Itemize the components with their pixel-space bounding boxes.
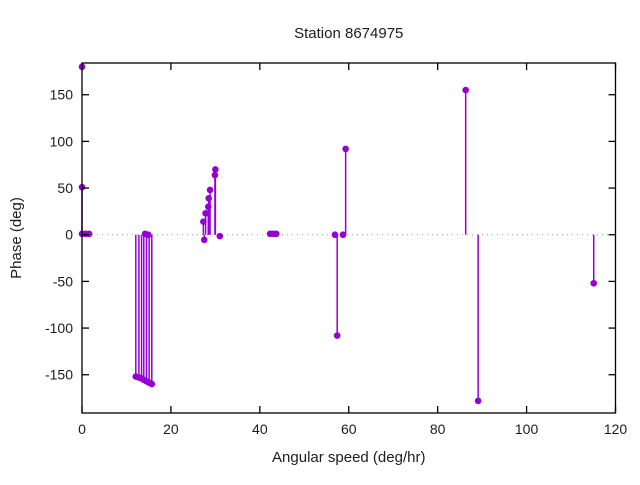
y-tick-label: 0 xyxy=(65,227,73,243)
axis-ticks-group xyxy=(81,63,617,413)
x-tick-label: 40 xyxy=(252,421,268,437)
y-tick-label: -150 xyxy=(45,367,73,383)
x-tick-label: 120 xyxy=(604,421,628,437)
data-point xyxy=(148,380,156,388)
data-point xyxy=(200,218,207,225)
x-tick-label: 80 xyxy=(430,421,446,437)
data-point xyxy=(200,236,208,244)
y-tick-label: -100 xyxy=(45,320,73,336)
tick-labels-group: 0 20 40 60 80 100 120 -150 -100 -50 0 50 100 150 xyxy=(45,87,627,437)
x-tick-label: 0 xyxy=(78,421,86,437)
x-tick-label: 100 xyxy=(515,421,539,437)
data-point xyxy=(206,186,214,194)
data-point xyxy=(144,231,152,239)
data-point xyxy=(212,166,219,173)
data-point xyxy=(211,171,219,179)
y-tick-label: 150 xyxy=(50,87,74,103)
data-point xyxy=(339,231,347,239)
data-point xyxy=(272,230,280,238)
data-point xyxy=(205,195,213,202)
data-point xyxy=(202,209,209,217)
data-point xyxy=(333,332,341,339)
data-point xyxy=(462,86,469,94)
data-point xyxy=(342,145,349,153)
y-tick-label: 50 xyxy=(57,180,73,196)
data-point xyxy=(85,230,93,238)
data-point xyxy=(331,231,339,239)
y-tick-label: 100 xyxy=(50,133,74,149)
data-point xyxy=(474,397,482,405)
impulse-stems-group xyxy=(81,90,595,401)
x-tick-label: 20 xyxy=(163,421,179,437)
x-tick-label: 60 xyxy=(341,421,357,437)
data-point xyxy=(204,203,212,211)
y-axis-label: Phase (deg) xyxy=(8,197,25,279)
x-axis-label: Angular speed (deg/hr) xyxy=(272,449,425,466)
y-tick-label: -50 xyxy=(53,273,73,289)
data-points-group xyxy=(78,63,598,405)
data-point xyxy=(216,232,224,240)
plot-border xyxy=(81,62,617,414)
chart-title: Station 8674975 xyxy=(294,25,403,42)
data-point xyxy=(590,279,598,287)
